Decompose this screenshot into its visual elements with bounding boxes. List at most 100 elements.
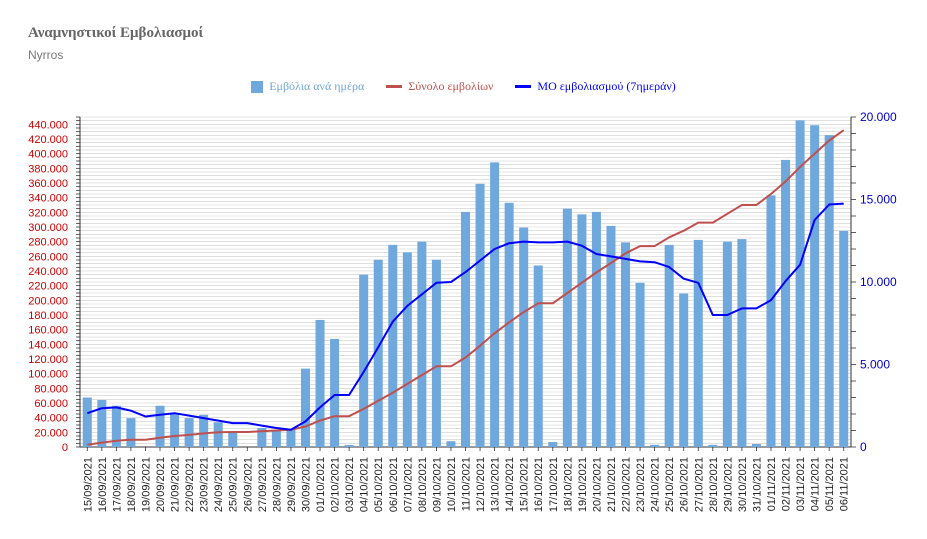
- daily-bar: [751, 444, 761, 447]
- daily-bar: [228, 432, 238, 447]
- right-axis-tick-label: 20.000: [860, 110, 897, 124]
- legend-item-average[interactable]: ΜΟ εμβολιασμού (7ημεράν): [515, 79, 676, 94]
- x-axis-tick-label: 06/11/2021: [839, 457, 851, 511]
- daily-bar: [213, 422, 223, 447]
- x-axis-tick-label: 21/10/2021: [606, 457, 618, 512]
- x-axis-tick-label: 20/09/2021: [155, 457, 167, 512]
- x-axis-tick-label: 26/09/2021: [242, 457, 254, 512]
- x-axis-tick-label: 03/10/2021: [344, 457, 356, 512]
- x-axis-tick-label: 06/10/2021: [388, 457, 400, 512]
- x-axis-tick-label: 18/09/2021: [126, 457, 138, 512]
- x-axis-tick-label: 02/10/2021: [330, 457, 342, 512]
- x-axis-tick-label: 25/10/2021: [664, 457, 676, 512]
- daily-bar: [388, 244, 398, 447]
- x-axis-tick-label: 15/10/2021: [519, 457, 531, 512]
- x-axis-tick-label: 25/09/2021: [228, 457, 240, 512]
- daily-bar: [271, 430, 281, 447]
- daily-bar: [591, 211, 601, 447]
- left-axis-tick-label: 0: [62, 442, 68, 454]
- daily-bar: [460, 211, 471, 447]
- left-axis-tick-label: 160.000: [28, 325, 68, 337]
- right-axis-tick-label: 15.000: [860, 193, 897, 207]
- x-axis-tick-label: 16/10/2021: [533, 457, 545, 512]
- left-axis-tick-label: 360.000: [28, 178, 68, 190]
- legend-swatch-total: [386, 85, 403, 88]
- x-axis-tick-label: 17/10/2021: [548, 457, 560, 512]
- daily-bar: [257, 428, 267, 447]
- left-axis-tick-label: 380.000: [28, 163, 68, 175]
- left-axis-tick-label: 80.000: [34, 383, 68, 395]
- x-axis-tick-label: 17/09/2021: [111, 457, 123, 512]
- left-axis-tick-label: 220.000: [28, 281, 68, 293]
- x-axis-tick-label: 19/10/2021: [577, 457, 589, 512]
- daily-bar: [664, 244, 674, 447]
- x-axis-tick-label: 21/09/2021: [170, 457, 182, 512]
- x-axis-tick-label: 13/10/2021: [490, 457, 502, 512]
- x-axis-tick-label: 30/10/2021: [737, 457, 749, 512]
- daily-bar: [621, 242, 631, 447]
- daily-bar: [199, 414, 209, 447]
- daily-bar: [431, 259, 441, 447]
- daily-bar: [737, 239, 747, 447]
- chart-title: Αναμνηστικοί Εμβολιασμοί: [28, 25, 204, 41]
- daily-bar: [373, 259, 383, 447]
- x-axis-tick-label: 26/10/2021: [679, 457, 691, 512]
- legend-item-total[interactable]: Σύνολο εμβολίων: [386, 79, 493, 94]
- daily-bar: [635, 282, 645, 447]
- left-axis-tick-label: 60.000: [34, 398, 68, 410]
- left-axis-tick-label: 120.000: [28, 354, 68, 366]
- x-axis-tick-label: 07/10/2021: [402, 457, 414, 512]
- right-axis-tick-label: 0: [860, 440, 867, 454]
- daily-bar: [330, 338, 340, 447]
- daily-bar: [490, 162, 500, 447]
- daily-bar: [417, 241, 427, 447]
- legend-swatch-average: [515, 85, 532, 88]
- chart-legend: Εμβόλια ανά ημέρα Σύνολο εμβολίων ΜΟ εμβ…: [0, 79, 927, 94]
- daily-bar: [155, 405, 165, 447]
- daily-bar: [300, 368, 310, 447]
- daily-bar: [722, 241, 732, 447]
- daily-bar: [606, 225, 616, 447]
- x-axis-tick-label: 11/10/2021: [461, 457, 473, 511]
- left-axis-tick-label: 180.000: [28, 310, 68, 322]
- x-axis-tick-label: 03/11/2021: [795, 457, 807, 511]
- daily-bar: [504, 202, 514, 447]
- x-axis-tick-label: 29/10/2021: [722, 457, 734, 512]
- x-axis-tick-label: 15/09/2021: [82, 457, 94, 512]
- x-axis-tick-label: 01/11/2021: [766, 457, 778, 511]
- x-axis-tick-label: 22/09/2021: [184, 457, 196, 512]
- daily-bar: [839, 230, 849, 447]
- x-axis-tick-label: 09/10/2021: [431, 457, 443, 512]
- daily-bar: [650, 444, 660, 447]
- daily-bar: [810, 125, 820, 447]
- daily-bar: [766, 195, 776, 447]
- legend-item-daily[interactable]: Εμβόλια ανά ημέρα: [251, 79, 364, 94]
- x-axis-tick-label: 12/10/2021: [475, 457, 487, 512]
- x-axis-tick-label: 27/10/2021: [693, 457, 705, 512]
- x-axis-tick-label: 29/09/2021: [286, 457, 298, 512]
- daily-bar: [286, 429, 296, 447]
- x-axis-tick-label: 23/10/2021: [635, 457, 647, 512]
- x-axis-tick-label: 08/10/2021: [417, 457, 429, 512]
- daily-bar: [548, 442, 558, 447]
- x-axis-tick-label: 05/10/2021: [373, 457, 385, 512]
- daily-bar: [693, 239, 703, 447]
- daily-bar: [97, 399, 107, 447]
- daily-bar: [519, 227, 529, 447]
- daily-bar: [126, 418, 136, 447]
- left-axis-tick-label: 300.000: [28, 222, 68, 234]
- daily-bar: [577, 214, 587, 447]
- daily-bar: [475, 183, 485, 447]
- daily-bar: [402, 252, 412, 447]
- chart-subtitle: Nyrros: [28, 48, 64, 62]
- x-axis-tick-label: 19/09/2021: [141, 457, 153, 512]
- x-axis-tick-label: 24/09/2021: [213, 457, 225, 512]
- x-axis-tick-label: 01/10/2021: [315, 457, 327, 512]
- x-axis-tick-label: 28/09/2021: [271, 457, 283, 512]
- legend-label-daily: Εμβόλια ανά ημέρα: [269, 79, 365, 93]
- x-axis-tick-label: 10/10/2021: [446, 457, 458, 512]
- right-axis-tick-label: 10.000: [860, 275, 897, 289]
- left-axis-tick-label: 280.000: [28, 237, 68, 249]
- left-axis-tick-label: 100.000: [28, 369, 68, 381]
- daily-bar: [562, 208, 572, 447]
